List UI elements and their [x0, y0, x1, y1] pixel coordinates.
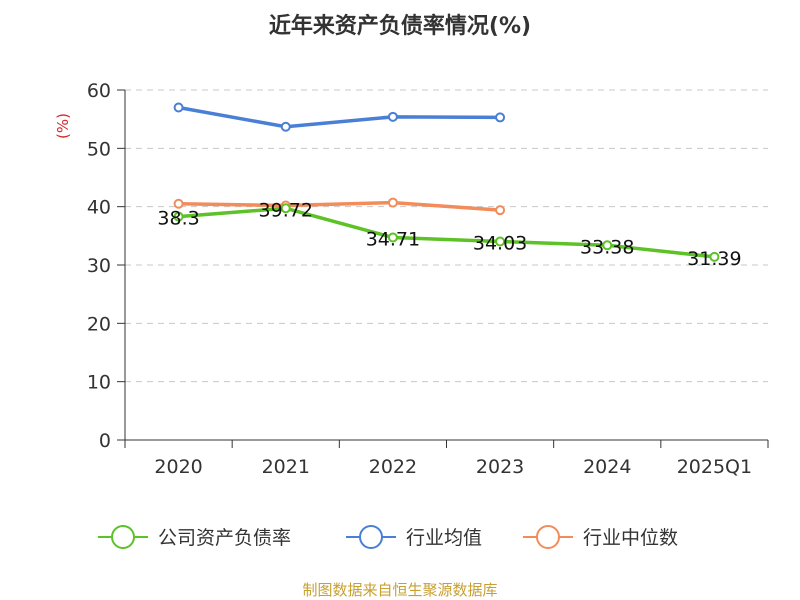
- data-point: [495, 236, 506, 247]
- data-label: 31.39: [687, 248, 741, 270]
- legend: 公司资产负债率 行业均值 行业中位数: [98, 525, 678, 549]
- y-tick-label: 50: [87, 138, 111, 160]
- x-tick-label: 2024: [583, 456, 631, 478]
- data-point: [709, 251, 720, 262]
- data-point: [280, 121, 291, 132]
- y-tick-label: 60: [87, 80, 111, 102]
- legend-label: 公司资产负债率: [158, 527, 291, 549]
- x-tick-label: 2022: [369, 456, 417, 478]
- series-line: [176, 200, 502, 212]
- y-tick-label: 30: [87, 255, 111, 277]
- series-line: [176, 105, 502, 129]
- y-tick-label: 10: [87, 372, 111, 394]
- legend-marker: [111, 525, 135, 549]
- legend-marker: [359, 525, 383, 549]
- legend-marker: [536, 525, 560, 549]
- data-label: 39.72: [259, 199, 313, 221]
- series-layer: [173, 102, 720, 262]
- data-point: [495, 112, 506, 123]
- legend-label: 行业中位数: [583, 527, 678, 549]
- data-point: [387, 197, 398, 208]
- data-label: 34.03: [473, 232, 527, 254]
- y-tick-label: 20: [87, 313, 111, 335]
- data-point: [173, 211, 184, 222]
- x-tick-label: 2023: [476, 456, 524, 478]
- x-tick-label: 2021: [262, 456, 310, 478]
- grid-layer: [125, 89, 768, 383]
- x-tick-label: 2020: [154, 456, 202, 478]
- data-point: [173, 102, 184, 113]
- data-point: [495, 205, 506, 216]
- data-label: 38.3: [157, 208, 199, 230]
- data-point: [387, 111, 398, 122]
- legend-item: 行业均值: [346, 525, 482, 549]
- data-point: [602, 240, 613, 251]
- data-label: 34.71: [366, 229, 420, 251]
- x-tick-label: 2025Q1: [677, 456, 752, 478]
- data-point: [173, 198, 184, 209]
- data-label-layer: 38.3 39.72 34.71 34.03 33.38 31.39: [157, 199, 741, 270]
- axis-layer: 0 10 20 30 40 50 60 2020 2021 2022 2023 2024 2025Q1: [87, 80, 769, 478]
- chart-title: 近年来资产负债率情况(%): [269, 13, 531, 39]
- y-tick-label: 0: [99, 430, 111, 452]
- legend-item: 公司资产负债率: [98, 525, 291, 549]
- data-label: 33.38: [580, 236, 634, 258]
- data-point: [280, 203, 291, 214]
- source-note: 制图数据来自恒生聚源数据库: [302, 581, 497, 599]
- data-point: [387, 232, 398, 243]
- legend-item: 行业中位数: [523, 525, 678, 549]
- y-tick-label: 40: [87, 197, 111, 219]
- legend-label: 行业均值: [406, 527, 482, 549]
- y-axis-label: (%): [54, 113, 72, 139]
- series-line: [176, 206, 717, 259]
